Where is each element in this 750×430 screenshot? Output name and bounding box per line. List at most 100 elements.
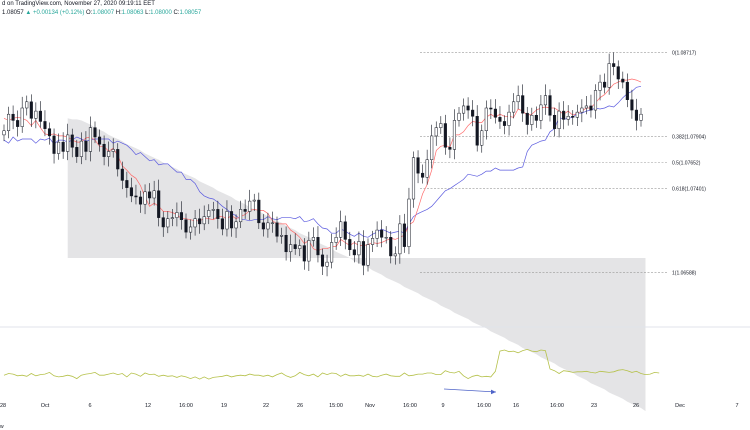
candle-body — [34, 110, 38, 119]
divergence-arrow — [443, 388, 497, 393]
candle-body — [580, 107, 584, 113]
candle-body — [43, 121, 47, 129]
candle — [234, 214, 238, 238]
candle-body — [289, 244, 293, 253]
fib-level-label: 0.618(1.07401) — [672, 187, 706, 193]
candle-body — [16, 120, 20, 127]
candle-body — [480, 130, 484, 146]
candle — [366, 238, 370, 272]
candle — [507, 104, 511, 136]
candle-body — [575, 111, 579, 118]
candle — [175, 202, 179, 227]
open-label: O: — [86, 10, 93, 16]
candle — [575, 104, 579, 126]
candle — [462, 98, 466, 121]
candle-body — [507, 111, 511, 126]
candle — [120, 161, 124, 190]
kijun-line — [3, 85, 642, 238]
candle-body — [311, 237, 315, 241]
candle — [589, 94, 593, 118]
candle-body — [193, 218, 197, 228]
candle-body — [143, 191, 147, 205]
candle — [598, 74, 602, 101]
candle — [170, 208, 174, 227]
candle — [316, 226, 320, 263]
candle-body — [102, 143, 106, 157]
candle-body — [88, 127, 93, 152]
candle — [484, 100, 488, 140]
candle-body — [161, 217, 165, 228]
candle-body — [389, 237, 393, 257]
candle-body — [571, 116, 575, 118]
candle — [471, 100, 475, 127]
candle-body — [375, 229, 379, 239]
candle-body — [61, 141, 65, 152]
candle-body — [416, 157, 420, 174]
candle — [352, 241, 356, 263]
candle-body — [2, 130, 6, 136]
candle-body — [457, 112, 461, 121]
candle — [325, 254, 329, 277]
time-tick-label: 7 — [735, 403, 738, 409]
candle-body — [257, 199, 261, 224]
candle-body — [380, 229, 384, 238]
candle — [152, 180, 156, 206]
time-tick-label: 26 — [633, 403, 639, 409]
candle-body — [384, 237, 388, 239]
candle — [270, 211, 274, 233]
close-label: C: — [173, 10, 180, 16]
candle-body — [70, 134, 74, 148]
candle-body — [216, 209, 220, 219]
fibonacci-retracement[interactable]: 0(1.08717) 0.382(1.07904) 0.5(1.07652) 0.61… — [420, 50, 706, 277]
candle-body — [398, 223, 402, 255]
candle — [489, 99, 493, 119]
candle — [280, 227, 284, 244]
candle — [339, 210, 343, 246]
candle — [307, 231, 311, 272]
candle-body — [225, 211, 229, 230]
candle — [603, 73, 607, 94]
candle-body — [116, 149, 120, 170]
candle-body — [348, 239, 352, 250]
candle — [466, 97, 470, 119]
candle-body — [93, 127, 97, 138]
candle — [493, 99, 497, 124]
candle-body — [320, 254, 325, 267]
candle — [111, 138, 115, 158]
candle — [107, 141, 111, 167]
candle-body — [625, 81, 629, 100]
candle — [198, 208, 202, 234]
candle — [543, 84, 548, 115]
candle — [625, 73, 629, 108]
candle-body — [475, 116, 479, 146]
candle — [475, 105, 479, 152]
candle-body — [548, 95, 552, 116]
footer-text: w — [0, 424, 4, 430]
candle — [16, 110, 20, 137]
candle — [584, 96, 588, 115]
candle-body — [11, 113, 15, 121]
candle — [389, 231, 393, 264]
high-label: H: — [115, 10, 122, 16]
candle-body — [170, 217, 174, 219]
time-tick-label: 16:00 — [403, 403, 417, 409]
candle-body — [261, 222, 265, 230]
candle-body — [134, 195, 138, 198]
candle-body — [616, 66, 620, 80]
candle-body — [129, 187, 133, 197]
candle — [34, 102, 38, 129]
candle — [457, 106, 461, 127]
candle — [189, 219, 193, 240]
candle — [284, 226, 288, 261]
candle-body — [430, 135, 434, 160]
candle-body — [52, 135, 56, 154]
candle-body — [66, 134, 70, 152]
candle-body — [393, 253, 397, 257]
candle — [2, 124, 6, 142]
change-up-icon: ▲ — [25, 10, 32, 16]
time-tick-label: 16 — [513, 403, 519, 409]
candle — [25, 95, 29, 116]
time-tick-label: 22 — [263, 403, 269, 409]
candle — [298, 239, 302, 257]
